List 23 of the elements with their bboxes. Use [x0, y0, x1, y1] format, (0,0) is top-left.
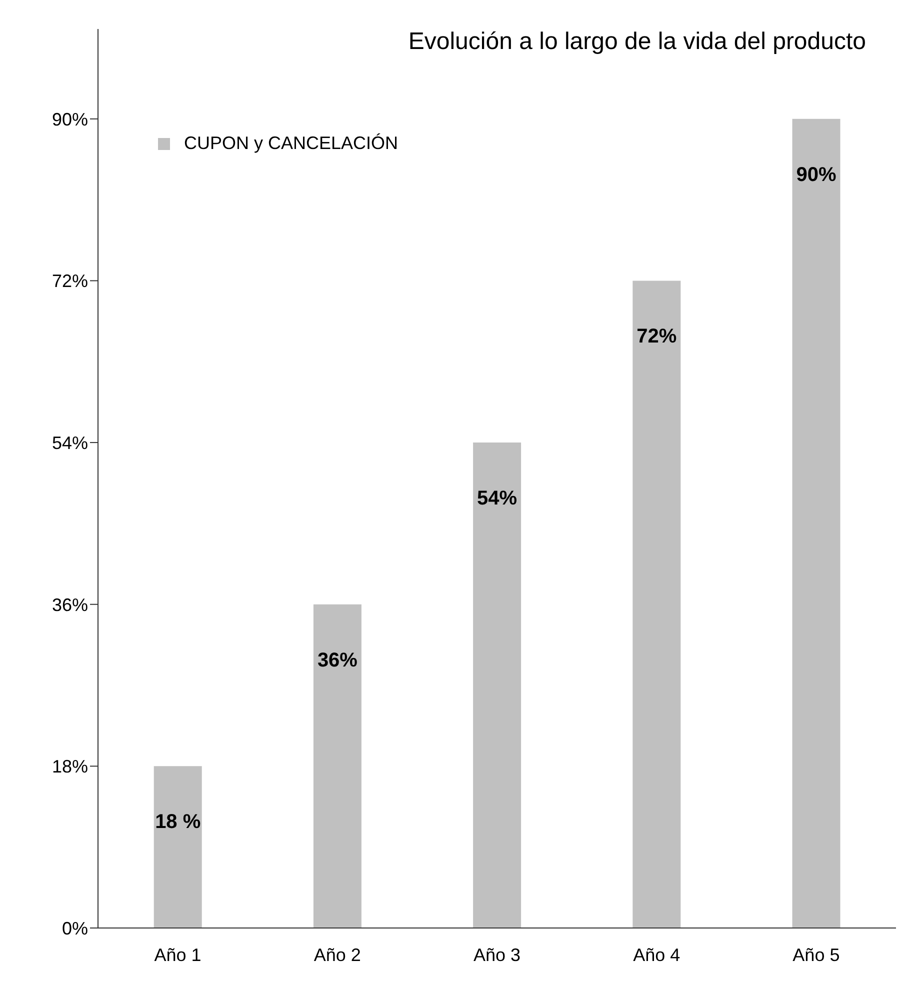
x-tick-label: Año 5 [792, 944, 840, 965]
bar [313, 604, 362, 928]
bar [154, 766, 202, 928]
data-label: 36% [317, 649, 358, 672]
y-tick-label: 54% [52, 432, 88, 453]
x-tick-label: Año 1 [154, 944, 202, 965]
y-tick-label: 0% [62, 918, 88, 938]
x-tick-label: Año 2 [314, 944, 361, 965]
chart-title: Evolución a lo largo de la vida del producto [408, 28, 866, 56]
x-tick-label: Año 3 [473, 944, 521, 965]
bar [473, 442, 522, 928]
bar [792, 118, 840, 928]
data-label: 90% [796, 164, 836, 186]
x-tick-label: Año 4 [633, 944, 680, 965]
legend-label: CUPON y CANCELACIÓN [184, 133, 398, 153]
y-tick-label: 18% [52, 756, 88, 777]
y-tick-label: 90% [52, 109, 88, 130]
y-tick-label: 72% [52, 271, 88, 292]
y-tick-label: 36% [52, 594, 88, 615]
data-label: 54% [477, 488, 518, 510]
data-label: 72% [636, 326, 677, 348]
bar [632, 280, 681, 928]
data-label: 18 % [155, 811, 201, 834]
